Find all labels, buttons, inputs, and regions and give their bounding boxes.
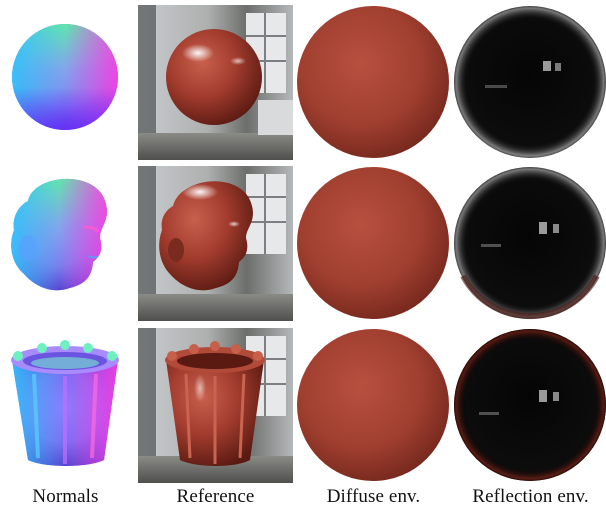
row3-reference-image [138,328,293,483]
reference-head [159,181,253,291]
diffuse-env-sphere [297,6,449,158]
caption-reflection-env: Reflection env. [472,486,589,507]
caption-normals: Normals [32,486,99,507]
row2-diffuse-env-image [296,166,451,321]
row1-diffuse-env-image [296,5,451,160]
row1-reference-image [138,5,293,160]
row3-diffuse-env-image [296,328,451,483]
normal-map-cup [11,340,119,466]
caption-reference: Reference [176,486,255,507]
diffuse-env-sphere [297,329,449,481]
diffuse-env-sphere [297,167,449,319]
row1-reflection-env-image [453,5,606,160]
row3-normals-image [0,328,143,483]
row1-normals-image [0,6,143,161]
reference-sphere [166,29,262,125]
row3-reflection-env-image [453,328,606,483]
reference-cup [165,341,265,466]
normal-map-head [11,178,107,291]
caption-diffuse-env: Diffuse env. [326,486,421,507]
row2-reference-image [138,166,293,321]
row2-normals-image [0,166,143,321]
row2-reflection-env-image [453,166,606,321]
